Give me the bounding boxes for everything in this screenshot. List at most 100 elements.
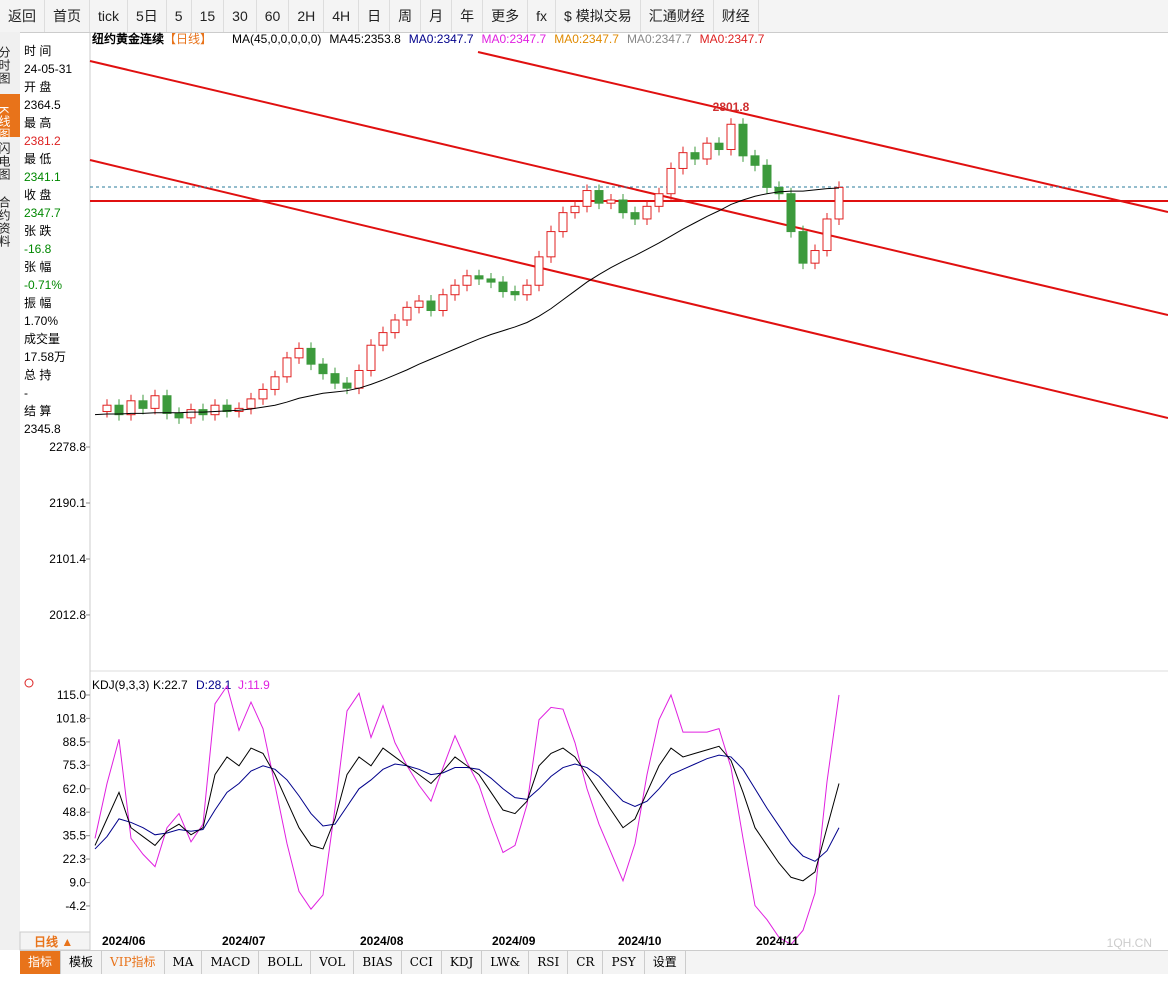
candle-body <box>102 404 112 413</box>
info-value: -16.8 <box>24 242 52 256</box>
toolbar-button[interactable]: 财经 <box>714 0 759 32</box>
indicator-tab[interactable]: MA <box>165 951 203 974</box>
trend-line <box>89 60 1168 316</box>
y-tick-label: 62.0 <box>63 782 87 796</box>
watermark: 1QH.CN <box>1107 936 1152 950</box>
y-tick-label: 2190.1 <box>49 496 86 510</box>
trend-line <box>89 159 1168 419</box>
kdj-j: J:11.9 <box>238 678 270 692</box>
candle-body <box>270 376 280 390</box>
info-value: 2381.2 <box>24 134 61 148</box>
candle-body <box>522 284 532 296</box>
candle-body <box>606 199 616 204</box>
period-button[interactable]: 日线 ▲ <box>34 934 73 949</box>
side-tab[interactable]: K线图 <box>0 106 11 141</box>
toolbar-button[interactable]: $ 模拟交易 <box>556 0 641 32</box>
indicator-tab[interactable]: BOLL <box>259 951 312 974</box>
info-value: 2347.7 <box>24 206 61 220</box>
date-label: 2024/07 <box>222 934 266 948</box>
candle-body <box>486 278 496 283</box>
info-label: 收 盘 <box>24 187 51 202</box>
candle-body <box>282 357 292 378</box>
candle-body <box>774 186 784 195</box>
toolbar-button[interactable]: tick <box>90 0 128 32</box>
info-value: - <box>24 386 28 400</box>
kdj-title: KDJ(9,3,3) <box>92 678 149 692</box>
info-label: 最 低 <box>24 152 51 166</box>
candle-body <box>738 123 748 157</box>
period: 【日线】 <box>164 32 212 46</box>
candle-body <box>330 373 340 384</box>
info-label: 总 持 <box>24 367 51 382</box>
toolbar: 返回 首页 tick 5日 5 15 30 60 2H 4H 日周月年更多 fx $ 模拟交易 汇通财经财… <box>0 0 1168 33</box>
candle-body <box>678 152 688 169</box>
y-tick-label: 2101.4 <box>49 552 86 566</box>
toolbar-button[interactable]: 日 <box>359 0 391 32</box>
toolbar-button[interactable]: 月 <box>421 0 453 32</box>
toolbar-button[interactable]: 周 <box>390 0 422 32</box>
toolbar-button[interactable]: 60 <box>257 0 290 32</box>
toolbar-button[interactable]: 首页 <box>45 0 90 32</box>
candle-body <box>414 300 424 308</box>
candle-body <box>582 190 592 207</box>
kdj-k: K:22.7 <box>153 678 188 692</box>
indicator-tab[interactable]: VOL <box>311 951 355 974</box>
toolbar-button[interactable]: 5日 <box>128 0 167 32</box>
toolbar-button[interactable]: 30 <box>224 0 257 32</box>
candle-body <box>438 294 448 312</box>
info-value: -0.71% <box>24 278 62 292</box>
toolbar-button[interactable]: 年 <box>452 0 484 32</box>
indicator-tab[interactable]: VIP指标 <box>102 951 165 974</box>
settings-icon[interactable] <box>24 678 34 688</box>
candle-body <box>570 205 580 214</box>
y-tick-label: 2278.8 <box>49 440 86 454</box>
symbol: 纽约黄金连续 <box>92 32 164 46</box>
indicator-tab[interactable]: LW& <box>482 951 530 974</box>
bottom-tabs: 指标 模板 VIP指标 MA MACD BOLL VOL BIAS CCI KDJ LW& RSI CR… <box>20 950 1168 974</box>
indicator-tab[interactable]: PSY <box>603 951 645 974</box>
date-label: 2024/06 <box>102 934 146 948</box>
y-tick-label: 48.8 <box>63 805 87 819</box>
toolbar-button[interactable]: 15 <box>192 0 225 32</box>
candle-body <box>342 382 352 389</box>
toolbar-button[interactable]: fx <box>528 0 557 32</box>
indicator-tab[interactable]: KDJ <box>442 951 483 974</box>
side-tab[interactable]: 合约资料 <box>0 195 11 248</box>
indicator-tab[interactable]: 指标 <box>20 951 62 974</box>
candle-body <box>786 193 796 233</box>
toolbar-button[interactable]: 2H <box>289 0 325 32</box>
info-value: 2345.8 <box>24 422 61 436</box>
candle-body <box>594 190 604 204</box>
info-label: 振 幅 <box>24 295 51 310</box>
info-value: 17.58万 <box>24 350 66 364</box>
y-tick-label: 101.8 <box>56 711 86 725</box>
candle-body <box>750 155 760 166</box>
indicator-tab[interactable]: CCI <box>402 951 442 974</box>
toolbar-button[interactable]: 返回 <box>0 0 45 32</box>
d-line <box>94 754 840 862</box>
side-tab[interactable]: 闪电图 <box>0 142 11 181</box>
side-bar <box>0 32 20 950</box>
toolbar-button[interactable]: 5 <box>167 0 192 32</box>
indicator-tab[interactable]: CR <box>568 951 604 974</box>
toolbar-button[interactable]: 汇通财经 <box>641 0 714 32</box>
candle-body <box>402 306 412 321</box>
toolbar-button[interactable]: 更多 <box>483 0 529 32</box>
indicator-tab[interactable]: MACD <box>202 951 260 974</box>
candle-body <box>222 404 232 413</box>
candle-body <box>162 395 172 414</box>
y-tick-label: 115.0 <box>57 688 86 702</box>
candle-body <box>726 123 736 151</box>
y-tick-label: 22.3 <box>63 852 87 866</box>
side-tab[interactable]: 分时图 <box>0 46 11 85</box>
candle-body <box>174 412 184 419</box>
ma-legend: MA45:2353.8 <box>329 32 401 46</box>
indicator-tab[interactable]: 设置 <box>645 951 686 974</box>
toolbar-button[interactable]: 4H <box>324 0 360 32</box>
indicator-tab[interactable]: 模板 <box>61 951 103 974</box>
indicator-tab[interactable]: BIAS <box>354 951 402 974</box>
indicator-tab[interactable]: RSI <box>529 951 569 974</box>
info-value: 1.70% <box>24 314 58 328</box>
candle-body <box>294 347 304 359</box>
info-label: 张 跌 <box>24 223 51 238</box>
